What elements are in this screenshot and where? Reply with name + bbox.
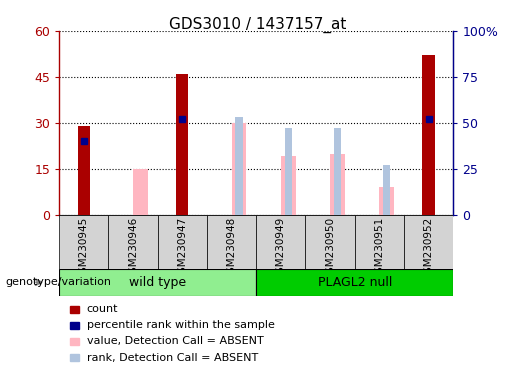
Text: GDS3010 / 1437157_at: GDS3010 / 1437157_at: [169, 17, 346, 33]
Bar: [133, 169, 148, 215]
Text: PLAGL2 null: PLAGL2 null: [318, 276, 392, 289]
Text: wild type: wild type: [129, 276, 186, 289]
Bar: [334, 128, 341, 215]
Bar: [78, 126, 90, 215]
Text: GSM230949: GSM230949: [276, 217, 286, 280]
Bar: [305, 215, 355, 269]
Bar: [59, 269, 256, 296]
Bar: [330, 154, 345, 215]
Bar: [404, 215, 453, 269]
Bar: [176, 74, 188, 215]
Bar: [355, 215, 404, 269]
Text: GSM230947: GSM230947: [177, 217, 187, 280]
Bar: [380, 187, 394, 215]
Bar: [256, 269, 453, 296]
Text: count: count: [87, 304, 118, 314]
Text: genotype/variation: genotype/variation: [5, 277, 111, 287]
Bar: [422, 55, 435, 215]
Bar: [109, 215, 158, 269]
Text: GSM230951: GSM230951: [374, 217, 384, 280]
Bar: [207, 215, 256, 269]
Text: percentile rank within the sample: percentile rank within the sample: [87, 320, 274, 330]
Bar: [59, 215, 109, 269]
Bar: [158, 215, 207, 269]
Bar: [232, 123, 246, 215]
Bar: [284, 128, 292, 215]
Text: value, Detection Call = ABSENT: value, Detection Call = ABSENT: [87, 336, 263, 346]
Bar: [383, 165, 390, 215]
Text: GSM230948: GSM230948: [227, 217, 236, 280]
Text: rank, Detection Call = ABSENT: rank, Detection Call = ABSENT: [87, 353, 258, 362]
Text: GSM230952: GSM230952: [423, 217, 434, 280]
Text: GSM230946: GSM230946: [128, 217, 138, 280]
Text: GSM230945: GSM230945: [79, 217, 89, 280]
Bar: [281, 156, 296, 215]
Text: GSM230950: GSM230950: [325, 217, 335, 280]
Bar: [256, 215, 305, 269]
Bar: [235, 118, 243, 215]
